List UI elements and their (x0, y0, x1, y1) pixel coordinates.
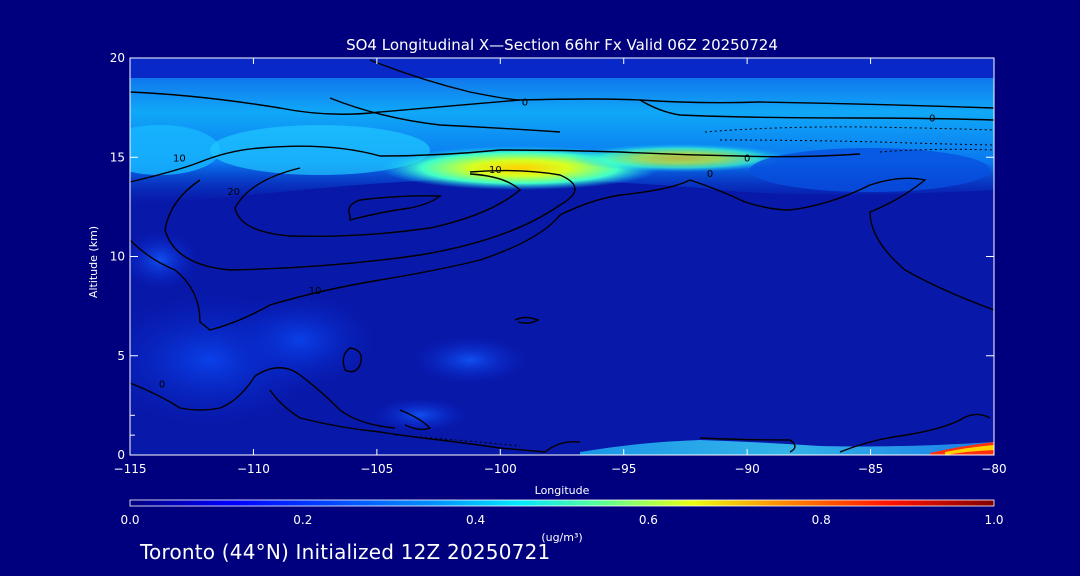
y-tick-label: 5 (117, 349, 125, 363)
y-axis-label: Altitude (km) (87, 226, 100, 298)
contour-line (399, 409, 432, 431)
contour-labels: 0 0 0 0 10 10 10 20 0 (159, 98, 936, 391)
colorbar-unit-label: (ug/m³) (541, 531, 582, 544)
contour-line (329, 97, 561, 133)
chart-title: SO4 Longitudinal X—Section 66hr Fx Valid… (346, 36, 778, 54)
contour-line (369, 59, 521, 101)
contour-line (639, 99, 994, 121)
contour-line (689, 177, 994, 311)
y-tick-label: 10 (110, 250, 125, 264)
x-tick-label: −80 (981, 462, 1006, 476)
y-tick-label: 0 (117, 448, 125, 462)
x-tick-label: −90 (734, 462, 759, 476)
x-tick-label: −105 (360, 462, 393, 476)
colorbar: 0.0 0.2 0.4 0.6 0.8 1.0 (ug/m³) (120, 499, 1004, 544)
colorbar-tick-label: 0.6 (639, 513, 658, 527)
x-tick-label: −110 (237, 462, 270, 476)
colorbar-ticks: 0.0 0.2 0.4 0.6 0.8 1.0 (120, 513, 1003, 527)
contour-label: 0 (159, 380, 165, 391)
y-tick-label: 15 (110, 150, 125, 164)
colorbar-tick-label: 1.0 (984, 513, 1003, 527)
contour-label: 10 (489, 165, 502, 176)
x-tick-label: −100 (484, 462, 517, 476)
contour-line (514, 316, 540, 324)
contour-label: 0 (744, 153, 750, 164)
colorbar-tick-label: 0.2 (293, 513, 312, 527)
y-axis: 0 5 10 15 20 (110, 51, 994, 462)
contour-label: 10 (173, 153, 186, 164)
x-axis: −115 −110 −105 −100 −95 −90 −85 −80 (114, 58, 1007, 476)
colorbar-tick-label: 0.4 (466, 513, 485, 527)
forecast-footer: Toronto (44°N) Initialized 12Z 20250721 (140, 540, 551, 564)
colorbar-gradient (129, 499, 995, 507)
upper-blob-central (210, 125, 430, 175)
contour-label: 0 (522, 98, 528, 109)
contour-dotted (394, 126, 994, 447)
upper-jet (570, 144, 790, 172)
contour-label: 10 (309, 286, 322, 297)
contour-line (164, 169, 576, 271)
contour-line (839, 413, 991, 453)
contour-label: 20 (227, 187, 240, 198)
contour-label: 0 (707, 169, 713, 180)
contour-label: 0 (929, 114, 935, 125)
contour-line (130, 179, 691, 331)
colorbar-tick-label: 0.0 (120, 513, 139, 527)
colorbar-tick-label: 0.8 (812, 513, 831, 527)
contour-line (130, 145, 861, 183)
x-tick-label: −95 (611, 462, 636, 476)
contour-line (130, 91, 994, 115)
x-tick-label: −85 (858, 462, 883, 476)
contour-line (234, 167, 522, 238)
contour-line (130, 367, 396, 429)
contour-line (348, 195, 442, 221)
plot-area: 0 0 0 0 10 10 10 20 0 (130, 58, 994, 455)
x-tick-label: −115 (114, 462, 147, 476)
contour-line (699, 437, 796, 453)
contour-line (342, 347, 362, 373)
x-axis-label: Longitude (535, 484, 590, 497)
surface-peak (930, 442, 994, 455)
y-tick-label: 20 (110, 51, 125, 65)
surface-layer (580, 440, 994, 455)
